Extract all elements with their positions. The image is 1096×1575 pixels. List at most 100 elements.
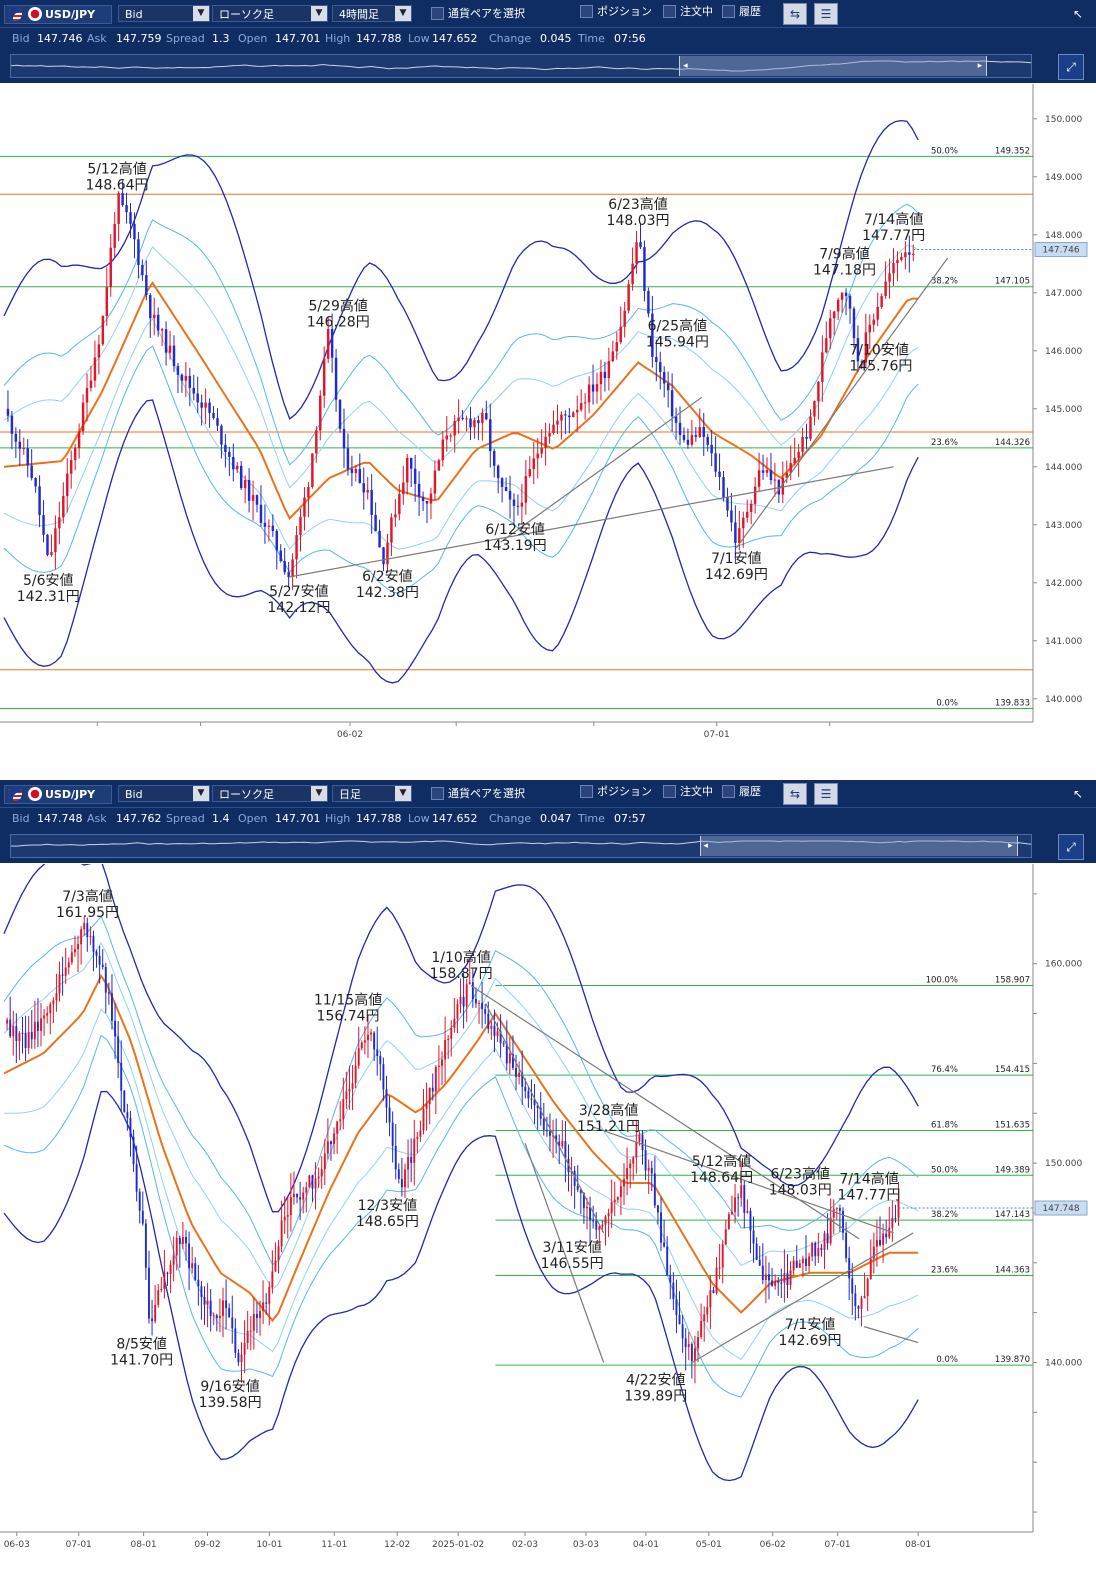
candle-body — [283, 1216, 286, 1221]
orders-toggle[interactable]: 注文中 — [663, 783, 713, 800]
candle-body — [591, 384, 595, 392]
trendline[interactable] — [524, 1142, 605, 1363]
candle-body — [413, 468, 417, 484]
candle-body — [209, 1300, 212, 1316]
trendline[interactable] — [470, 985, 860, 1240]
indicator-button[interactable]: ☰ — [814, 3, 838, 25]
bid-label: Bid — [12, 812, 30, 825]
price-type-dropdown[interactable]: Bid ▼ — [118, 785, 210, 802]
candle-body — [98, 955, 101, 965]
trendline[interactable] — [863, 1326, 919, 1344]
candle-body — [49, 1004, 52, 1014]
trendline[interactable] — [485, 1003, 605, 1234]
plot-area[interactable] — [0, 864, 1033, 1532]
candle-body — [117, 193, 120, 224]
scroll-right-icon[interactable]: ▸ — [1008, 841, 1013, 851]
fib-price-label: 149.352 — [995, 146, 1030, 156]
candle-body — [204, 402, 207, 408]
trendline[interactable] — [735, 257, 949, 549]
currency-pair-select[interactable]: USD/JPY — [4, 5, 112, 24]
fib-price-label: 139.870 — [995, 1355, 1030, 1365]
checkbox-icon[interactable] — [580, 4, 593, 18]
trendline[interactable] — [500, 396, 703, 543]
indicator-button[interactable]: ☰ — [814, 783, 838, 805]
candle-body — [104, 966, 107, 993]
candlestick-chart[interactable]: 160.000 150.000 140.000 06-03 07-01 08-01 09-0… — [0, 864, 1096, 1554]
candle-body — [323, 1153, 326, 1170]
chart-toolbar: USD/JPY Bid ▼ ローソク足 ▼ 日足 ▼ 通貨ペアを選択 ポジション 注文… — [0, 780, 1096, 808]
high-value: 147.788 — [356, 812, 402, 825]
currency-pair-select[interactable]: USD/JPY — [4, 785, 112, 804]
plot-area[interactable] — [0, 84, 1033, 722]
chart-settings-button[interactable]: ⇆ — [783, 783, 807, 805]
expand-button[interactable]: ⤢ — [1058, 54, 1084, 80]
candle-body — [826, 1233, 829, 1244]
chart-type-dropdown[interactable]: ローソク足 ▼ — [212, 785, 328, 802]
checkbox-icon[interactable] — [431, 786, 444, 800]
candle-body — [95, 951, 98, 956]
price-type-dropdown[interactable]: Bid ▼ — [118, 5, 210, 22]
candle-body — [295, 535, 298, 560]
candle-body — [144, 1223, 147, 1268]
chart-type-dropdown[interactable]: ローソク足 ▼ — [212, 5, 328, 22]
navigator-window[interactable]: ◂ ▸ — [679, 56, 988, 76]
scroll-left-icon[interactable]: ◂ — [683, 61, 688, 71]
checkbox-icon[interactable] — [580, 784, 593, 798]
candle-body — [757, 470, 761, 487]
expand-button[interactable]: ⤢ — [1058, 834, 1084, 860]
annotation-price: 148.65円 — [356, 1214, 419, 1230]
popout-button[interactable]: ↖ — [1066, 3, 1090, 25]
timeframe-dropdown[interactable]: 日足 ▼ — [332, 785, 412, 802]
candle-body — [120, 1062, 123, 1091]
timeframe-dropdown[interactable]: 4時間足 ▼ — [332, 5, 412, 22]
scroll-left-icon[interactable]: ◂ — [703, 841, 709, 851]
candle-body — [428, 1087, 431, 1105]
candle-body — [527, 1091, 530, 1099]
trendline[interactable] — [288, 466, 894, 578]
navigator-window[interactable]: ◂ ▸ — [699, 836, 1018, 856]
candlestick-chart[interactable]: 150.000 149.000 148.000 147.000 146.000 145.0… — [0, 84, 1096, 744]
candle-body — [225, 1300, 228, 1309]
us-flag-icon — [8, 787, 22, 801]
checkbox-icon[interactable] — [722, 4, 735, 18]
annotation-date: 11/15高値 — [314, 992, 382, 1009]
history-toggle[interactable]: 履歴 — [722, 783, 761, 800]
scroll-right-icon[interactable]: ▸ — [977, 61, 983, 71]
candle-body — [105, 287, 109, 317]
candle-body — [93, 357, 97, 381]
select-pair-toggle[interactable]: 通貨ペアを選択 — [431, 785, 567, 802]
checkbox-icon[interactable] — [663, 784, 676, 798]
checkbox-icon[interactable] — [663, 4, 676, 18]
chart-settings-button[interactable]: ⇆ — [783, 3, 807, 25]
fib-price-label: 144.363 — [995, 1266, 1030, 1276]
candle-body — [425, 500, 429, 504]
annotation-date: 9/16安値 — [200, 1379, 259, 1395]
bollinger-outer-lower — [3, 1090, 919, 1482]
orders-toggle[interactable]: 注文中 — [663, 3, 713, 20]
x-tick-label: 02-03 — [512, 1540, 538, 1550]
annotation-date: 6/2安値 — [362, 569, 413, 585]
navigator-scroller[interactable]: ◂ ▸ — [10, 834, 1032, 858]
candle-body — [891, 1218, 894, 1228]
trendline[interactable] — [593, 1126, 894, 1234]
candle-body — [845, 1232, 848, 1259]
history-toggle[interactable]: 履歴 — [722, 3, 761, 20]
candle-body — [524, 476, 528, 503]
checkbox-icon[interactable] — [722, 784, 735, 798]
candle-body — [805, 1258, 807, 1266]
position-toggle[interactable]: ポジション — [580, 783, 652, 800]
select-pair-toggle[interactable]: 通貨ペアを選択 — [431, 5, 567, 22]
trendline[interactable] — [691, 1232, 914, 1364]
candle-body — [868, 324, 872, 333]
candle-body — [783, 1273, 786, 1283]
navigator-scroller[interactable]: ◂ ▸ — [10, 54, 1032, 78]
annotation-price: 143.19円 — [484, 538, 547, 554]
candle-body — [117, 1036, 120, 1063]
fib-percent-label: 38.2% — [931, 277, 958, 287]
popout-button[interactable]: ↖ — [1066, 783, 1090, 805]
position-toggle[interactable]: ポジション — [580, 3, 652, 20]
checkbox-icon[interactable] — [431, 6, 444, 20]
candle-body — [742, 517, 745, 529]
candle-body — [38, 486, 41, 516]
